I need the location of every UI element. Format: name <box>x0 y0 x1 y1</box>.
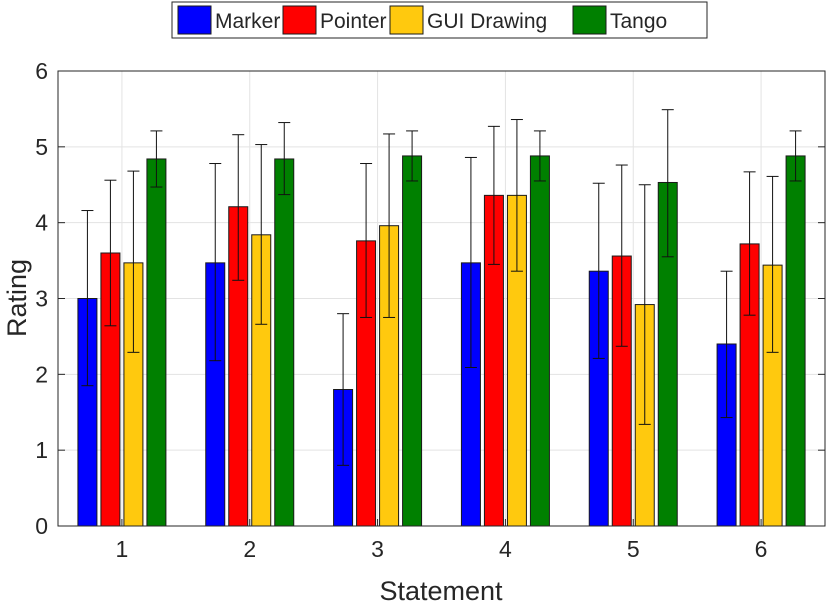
legend-box <box>171 1 708 39</box>
y-tick-label: 0 <box>35 513 48 539</box>
bar-tango <box>785 155 806 527</box>
grid <box>58 70 825 527</box>
y-axis-label: Rating <box>2 259 32 337</box>
legend-label: Marker <box>215 10 280 33</box>
bars <box>77 155 806 527</box>
y-tick-label: 2 <box>35 361 48 387</box>
legend-swatch <box>389 5 424 35</box>
x-tick-label: 3 <box>371 536 384 562</box>
bar-tango <box>529 155 550 527</box>
legend-label: Tango <box>610 10 667 33</box>
bar-tango <box>146 158 167 527</box>
legend: Marker Pointer GUI Drawing Tango <box>171 1 708 39</box>
x-tick-label: 4 <box>499 536 512 562</box>
legend-swatch <box>282 5 317 35</box>
y-axis: 0 1 2 3 4 5 6 <box>35 58 825 539</box>
legend-label: Pointer <box>320 10 387 33</box>
x-axis-label: Statement <box>379 576 503 603</box>
y-tick-label: 1 <box>35 437 48 463</box>
x-tick-label: 2 <box>243 536 256 562</box>
x-tick-label: 6 <box>755 536 768 562</box>
error-bars <box>81 109 802 466</box>
y-tick-label: 3 <box>35 286 48 312</box>
legend-label: GUI Drawing <box>427 10 547 33</box>
x-axis: 1 2 3 4 5 6 <box>116 519 768 562</box>
legend-swatch <box>177 5 212 35</box>
y-tick-label: 6 <box>35 58 48 84</box>
y-tick-label: 5 <box>35 134 48 160</box>
bar-tango <box>274 158 295 527</box>
y-tick-label: 4 <box>35 210 48 236</box>
x-tick-label: 5 <box>627 536 640 562</box>
bar-tango <box>402 155 423 527</box>
x-tick-label: 1 <box>116 536 129 562</box>
legend-swatch <box>572 5 607 35</box>
